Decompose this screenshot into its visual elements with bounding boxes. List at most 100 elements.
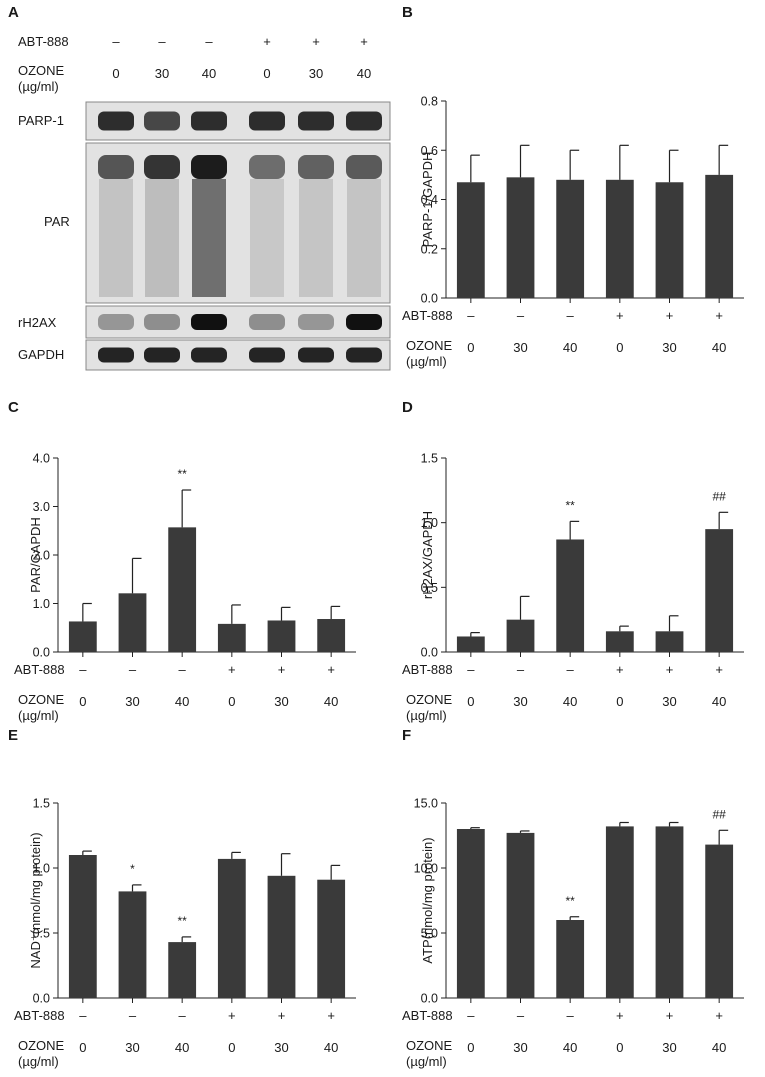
bar [605,826,634,998]
bar [68,855,97,998]
y-axis-label: NAD⁺(nmol/mg protein) [28,832,43,968]
bar [118,891,147,998]
par-smear [145,179,179,297]
blot-band [346,111,382,131]
y-tick-label: 1.5 [33,797,50,811]
dose-unit: (µg/ml) [406,708,447,723]
treatment-sign: + [327,662,335,677]
x-tick-label: 30 [662,694,676,709]
bar [456,182,485,298]
y-tick-label: 0.0 [421,992,438,1006]
blot-band [249,347,285,363]
par-smear [299,179,333,297]
par-band [191,155,227,179]
dose-label: OZONE [18,692,65,707]
treatment-sign: + [327,1008,335,1023]
x-tick-label: 0 [79,694,86,709]
bar [168,527,197,652]
x-tick-label: 40 [175,1040,189,1055]
bar [705,529,734,652]
x-tick-label: 0 [467,1040,474,1055]
blot-band [98,347,134,363]
x-tick-label: 40 [324,694,338,709]
x-tick-label: 30 [513,340,527,355]
y-tick-label: 0.5 [33,927,50,941]
y-tick-label: 4.0 [33,452,50,466]
par-smear [347,179,381,297]
dose-unit: (µg/ml) [406,354,447,369]
treatment-sign: – [179,662,187,677]
x-tick-label: 0 [616,694,623,709]
x-tick-label: 30 [125,1040,139,1055]
blot-strip [85,339,391,371]
treatment-sign: + [228,1008,236,1023]
bar [68,621,97,652]
x-tick-label: 40 [712,1040,726,1055]
dose-value: 0 [112,66,119,81]
blot-band [298,314,334,330]
blot-band [346,314,382,330]
treatment-sign: – [517,308,525,323]
dose-label: OZONE [18,63,65,78]
blot-row-label: rH2AX [18,315,57,330]
bar [217,858,246,998]
treatment-sign: + [360,34,368,49]
chart-panel-b: B 0.0 0.2 0.4 0.6 0.8 PARP-1/GAPDH – 0 – 30 – 40 +0 +3… [402,4,744,369]
treatment-label: ABT-888 [14,662,65,677]
y-tick-label: 10.0 [414,862,438,876]
bar [267,620,296,652]
treatment-label: ABT-888 [18,34,69,49]
bar [705,844,734,998]
significance-mark: * [130,862,135,876]
western-blot-panel: AABT-888OZONE(µg/ml)–0–30–40+0+30+40PARP… [8,4,391,371]
bar [506,177,535,298]
treatment-sign: – [158,34,166,49]
par-band [346,155,382,179]
dose-value: 40 [357,66,371,81]
x-tick-label: 0 [467,340,474,355]
treatment-sign: – [79,662,87,677]
treatment-sign: + [312,34,320,49]
treatment-sign: – [112,34,120,49]
treatment-sign: – [205,34,213,49]
bar [217,623,246,652]
y-tick-label: 0.8 [421,95,438,109]
y-tick-label: 0.0 [421,292,438,306]
x-tick-label: 40 [563,1040,577,1055]
par-band [144,155,180,179]
blot-band [98,314,134,330]
treatment-sign: – [129,1008,137,1023]
treatment-sign: – [567,308,575,323]
significance-mark: ## [712,807,726,821]
treatment-sign: – [129,662,137,677]
y-tick-label: 15.0 [414,797,438,811]
treatment-sign: – [517,662,525,677]
blot-band [249,314,285,330]
panel-label: D [402,399,413,416]
significance-mark: ** [565,894,575,908]
bar [655,182,684,298]
x-tick-label: 40 [712,694,726,709]
treatment-sign: – [79,1008,87,1023]
blot-band [249,111,285,131]
treatment-sign: – [567,662,575,677]
dose-value: 30 [309,66,323,81]
bar [317,619,346,652]
treatment-sign: – [467,662,475,677]
par-smear [99,179,133,297]
y-tick-label: 0.5 [421,581,438,595]
y-axis-label: PAR/GAPDH [28,517,43,593]
y-tick-label: 5.0 [421,927,438,941]
x-tick-label: 30 [125,694,139,709]
panel-label: B [402,4,413,21]
x-tick-label: 40 [175,694,189,709]
panel-label: E [8,727,18,744]
bar [556,179,585,298]
bar [506,619,535,652]
y-tick-label: 0.0 [33,992,50,1006]
y-tick-label: 1.5 [421,452,438,466]
x-tick-label: 30 [513,694,527,709]
bar-charts: B 0.0 0.2 0.4 0.6 0.8 PARP-1/GAPDH – 0 – 30 – 40 +0 +3… [8,4,744,1069]
y-tick-label: 0.0 [421,646,438,660]
